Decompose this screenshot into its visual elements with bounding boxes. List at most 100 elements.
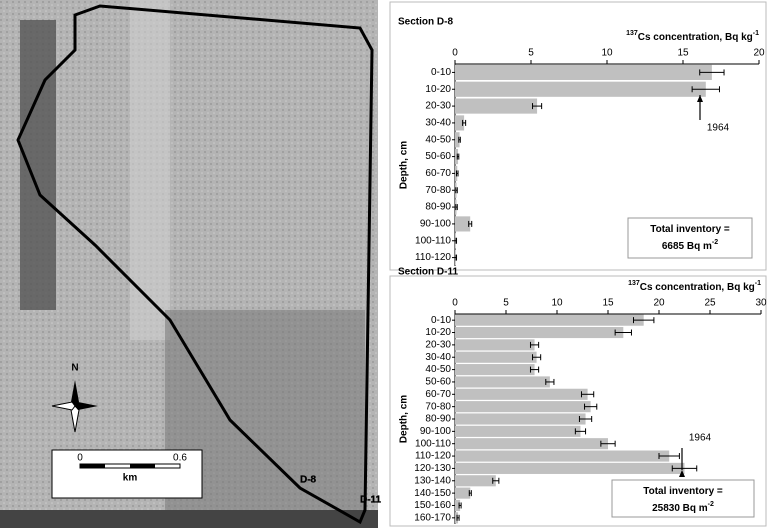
bar [455,487,471,499]
y-tick-label: 90-100 [420,426,452,437]
bar [455,132,460,148]
y-tick-label: 120-130 [414,463,451,474]
error-bar [699,69,725,76]
bar [455,499,461,512]
site-label: D-8 [300,475,317,486]
inventory-text-part: 25830 Bq m [652,503,708,514]
annotation-arrowhead [679,470,685,477]
x-tick-label: 15 [602,298,614,309]
inventory-text: 6685 Bq m-2 [662,239,718,251]
north-arrow [51,380,98,433]
y-tick-label: 20-30 [425,101,451,112]
error-bar [671,465,698,472]
error-bar [454,237,458,244]
bar [455,401,591,413]
y-axis-label: Depth, cm [399,141,410,189]
inventory-text-part: Total inventory = [643,486,723,497]
y-tick-label: 80-90 [425,414,451,425]
y-tick-label: 70-80 [425,185,451,196]
x-axis-label: 137Cs concentration, Bq kg-1 [626,30,759,42]
x-tick-label: 0 [452,48,458,59]
map: N 0 0.6 km D-8 D-11 [0,0,382,528]
y-tick-label: 30-40 [425,118,451,129]
error-bar [614,329,632,336]
error-bar [458,502,462,509]
scale-unit: km [123,473,138,484]
bar [455,475,496,487]
inventory-text-part: -2 [708,501,714,508]
error-bar [532,354,542,361]
field-strip [130,0,170,340]
annotation: 1964 [689,433,712,444]
error-bar [580,391,595,398]
panel-border [389,275,767,527]
north-label: N [71,363,78,374]
bar [455,351,537,363]
error-bar [691,86,720,93]
road [0,510,378,528]
y-tick-label: 0-10 [431,315,451,326]
y-tick-label: 80-90 [425,202,451,213]
y-tick-label: 150-160 [414,500,451,511]
y-tick-label: 10-20 [425,84,451,95]
x-axis-label-part: 137 [628,280,640,287]
inventory-text-part: 6685 Bq m [662,241,712,252]
annotation: 1964 [707,123,730,134]
x-axis-label-part: Cs concentration, Bq kg [638,32,753,43]
error-bar [454,254,458,261]
bar [455,450,670,462]
error-bar [456,170,459,177]
bar [455,149,459,165]
x-tick-label: 10 [601,48,613,59]
x-axis-label-part: Cs concentration, Bq kg [640,282,755,293]
bar [455,388,588,400]
y-tick-label: 100-110 [415,235,451,246]
y-tick-label: 100-110 [415,438,451,449]
error-bar [458,136,461,143]
x-tick-label: 20 [753,48,765,59]
x-axis-label-part: 137 [626,30,638,37]
site-label: D-11 [360,495,382,506]
error-bar [456,514,460,521]
bar [455,64,712,80]
bar [455,462,685,474]
scale-bar [79,463,181,469]
bar [455,425,581,437]
error-bar [455,204,458,211]
error-bar [584,403,598,410]
inventory-text-part: Total inventory = [650,224,730,235]
y-tick-label: 110-120 [415,252,451,263]
boundary [16,4,374,525]
y-axis-label: Depth, cm [399,395,410,443]
y-tick-label: 130-140 [414,475,451,486]
error-bar [492,477,500,484]
bar [455,98,538,114]
y-tick-label: 60-70 [425,168,451,179]
y-tick-label: 50-60 [425,151,451,162]
x-tick-label: 25 [704,298,716,309]
scale-label: 0.6 [173,453,187,464]
scale-label: 0 [77,453,83,464]
inventory-box [611,479,755,518]
inventory-text: Total inventory = [650,224,730,235]
y-tick-label: 110-120 [415,451,451,462]
error-bar [455,187,458,194]
x-tick-label: 20 [653,298,665,309]
x-tick-label: 30 [755,298,767,309]
bar [455,216,471,232]
x-tick-label: 5 [528,48,534,59]
y-tick-label: 40-50 [425,364,451,375]
x-axis-label-part: -1 [753,30,759,37]
error-bar [545,378,555,385]
error-bar [456,153,460,160]
bar [455,314,644,326]
field-strip [20,20,56,310]
annotation-arrowhead [697,95,703,102]
error-bar [529,341,540,348]
y-tick-label: 20-30 [425,340,451,351]
x-tick-label: 15 [677,48,689,59]
error-bar [532,103,543,110]
error-bar [468,220,473,227]
